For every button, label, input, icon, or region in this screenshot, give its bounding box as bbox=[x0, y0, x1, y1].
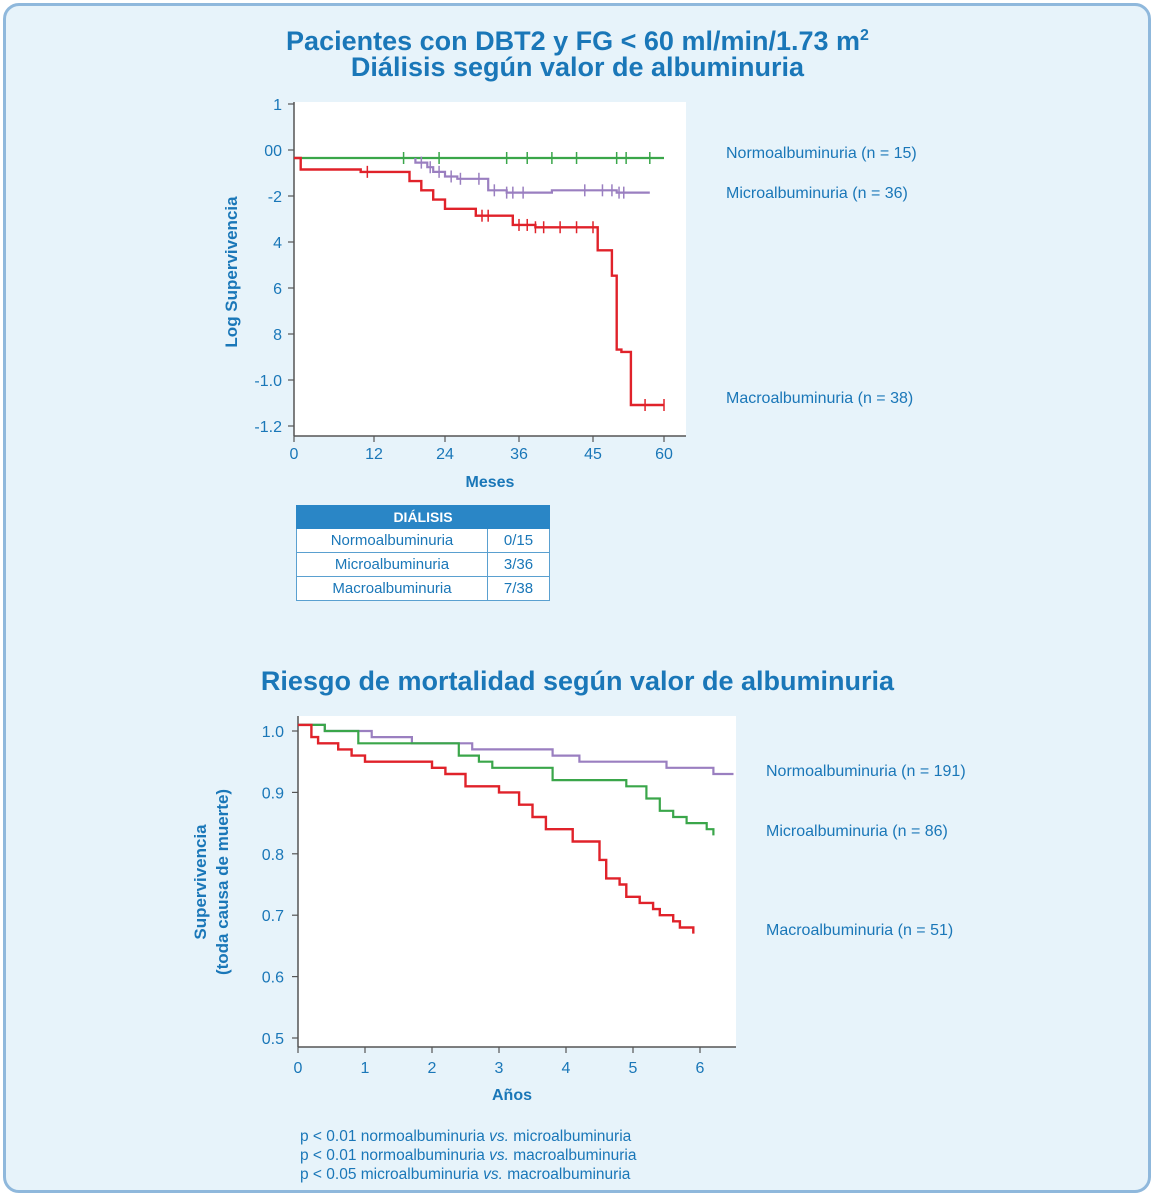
series-line-macro bbox=[294, 156, 664, 407]
legend-normo-1: Normoalbuminuria (n = 15) bbox=[726, 145, 917, 162]
x-tick-label: 2 bbox=[428, 1060, 437, 1077]
x-tick-label: 1 bbox=[361, 1060, 370, 1077]
y-axis-label: Supervivencia bbox=[191, 824, 210, 940]
table-cell-value: 3/36 bbox=[487, 552, 550, 577]
table-row: Microalbuminuria 3/36 bbox=[296, 552, 550, 577]
note-line: p < 0.01 normoalbuminuria vs. microalbum… bbox=[300, 1128, 632, 1145]
table-header: DIÁLISIS bbox=[296, 505, 550, 529]
y-tick-label: 1 bbox=[273, 97, 282, 114]
legend-macro-2: Macroalbuminuria (n = 51) bbox=[766, 922, 954, 939]
x-tick-label: 24 bbox=[436, 446, 454, 463]
x-tick-label: 6 bbox=[696, 1060, 705, 1077]
y-tick-label: 0.7 bbox=[262, 908, 284, 925]
mortality-chart: 1.0 0.9 0.8 0.7 0.6 0.5 0 1 2 3 4 5 6 Años Supervivenc… bbox=[191, 716, 736, 1104]
y-tick-label: -2 bbox=[268, 189, 282, 206]
series-line-micro bbox=[414, 158, 650, 194]
dialysis-table: DIÁLISIS Normoalbuminuria 0/15 Microalbu… bbox=[296, 505, 550, 601]
x-tick-label: 0 bbox=[290, 446, 299, 463]
table-cell-label: Microalbuminuria bbox=[296, 552, 488, 577]
x-tick-label: 12 bbox=[365, 446, 383, 463]
y-tick-label: 6 bbox=[273, 281, 282, 298]
x-tick-label: 36 bbox=[510, 446, 528, 463]
legend-normo-2: Normoalbuminuria (n = 191) bbox=[766, 763, 966, 780]
chart1-subtitle: Diálisis según valor de albuminuria bbox=[350, 52, 805, 82]
y-tick-label: 0.6 bbox=[262, 970, 284, 987]
x-axis-label: Años bbox=[492, 1087, 532, 1104]
y-tick-label: 8 bbox=[273, 327, 282, 344]
y-axis-label-2: (toda causa de muerte) bbox=[213, 789, 232, 975]
y-tick-label: 0.8 bbox=[262, 847, 284, 864]
table-row: Macroalbuminuria 7/38 bbox=[296, 576, 550, 601]
table-row: Normoalbuminuria 0/15 bbox=[296, 528, 550, 553]
legend-micro-1: Microalbuminuria (n = 36) bbox=[726, 185, 908, 202]
y-tick-label: -1.2 bbox=[254, 419, 282, 436]
y-tick-label: -1.0 bbox=[254, 373, 282, 390]
y-tick-label: 00 bbox=[264, 143, 282, 160]
x-axis-label: Meses bbox=[466, 474, 515, 491]
series-line-normo bbox=[298, 723, 734, 776]
x-tick-label: 5 bbox=[629, 1060, 638, 1077]
y-tick-label: 1.0 bbox=[262, 724, 284, 741]
y-tick-label: 0.9 bbox=[262, 785, 284, 802]
table-cell-label: Macroalbuminuria bbox=[296, 576, 488, 601]
x-tick-label: 3 bbox=[495, 1060, 504, 1077]
legend-micro-2: Microalbuminuria (n = 86) bbox=[766, 823, 948, 840]
table-cell-label: Normoalbuminuria bbox=[296, 528, 488, 553]
y-tick-label: 4 bbox=[273, 235, 282, 252]
chart2-title: Riesgo de mortalidad según valor de albu… bbox=[260, 666, 895, 696]
y-axis-label: Log Supervivencia bbox=[222, 196, 241, 348]
legend-macro-1: Macroalbuminuria (n = 38) bbox=[726, 390, 914, 407]
table-cell-value: 7/38 bbox=[487, 576, 550, 601]
plot-area bbox=[294, 102, 686, 436]
p-value-notes: p < 0.01 normoalbuminuria vs. microalbum… bbox=[300, 1127, 636, 1184]
dialysis-chart: 1 00 -2 4 6 8 -1.0 -1.2 0 12 24 36 45 60 Meses Log Supe… bbox=[222, 97, 686, 491]
x-tick-label: 45 bbox=[584, 446, 602, 463]
x-tick-label: 60 bbox=[655, 446, 673, 463]
chart1-title: Pacientes con DBT2 y FG < 60 ml/min/1.73… bbox=[286, 26, 869, 56]
y-tick-label: 0.5 bbox=[262, 1031, 284, 1048]
x-tick-label: 4 bbox=[562, 1060, 571, 1077]
series-line-macro bbox=[298, 723, 695, 934]
plot-area bbox=[298, 716, 736, 1047]
table-cell-value: 0/15 bbox=[487, 528, 550, 553]
series-line-micro bbox=[298, 723, 715, 836]
note-line: p < 0.05 microalbuminuria vs. macroalbum… bbox=[300, 1166, 631, 1183]
x-tick-label: 0 bbox=[294, 1060, 303, 1077]
note-line: p < 0.01 normoalbuminuria vs. macroalbum… bbox=[300, 1147, 637, 1164]
